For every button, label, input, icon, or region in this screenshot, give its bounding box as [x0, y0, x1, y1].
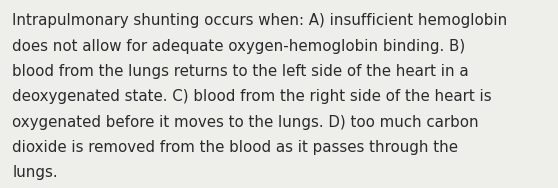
Text: Intrapulmonary shunting occurs when: A) insufficient hemoglobin: Intrapulmonary shunting occurs when: A) …: [12, 13, 508, 28]
Text: does not allow for adequate oxygen-hemoglobin binding. B): does not allow for adequate oxygen-hemog…: [12, 39, 465, 54]
Text: lungs.: lungs.: [12, 165, 58, 180]
Text: dioxide is removed from the blood as it passes through the: dioxide is removed from the blood as it …: [12, 140, 458, 155]
Text: oxygenated before it moves to the lungs. D) too much carbon: oxygenated before it moves to the lungs.…: [12, 115, 479, 130]
Text: blood from the lungs returns to the left side of the heart in a: blood from the lungs returns to the left…: [12, 64, 469, 79]
Text: deoxygenated state. C) blood from the right side of the heart is: deoxygenated state. C) blood from the ri…: [12, 89, 492, 104]
